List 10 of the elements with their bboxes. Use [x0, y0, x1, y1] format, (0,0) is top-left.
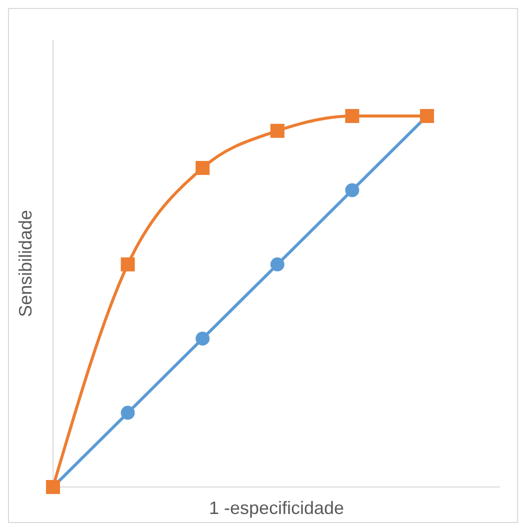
point: [120, 406, 135, 420]
x-axis-title: 1 -especificidade: [208, 498, 344, 518]
y-axis-title: Sensibilidade: [15, 210, 36, 318]
point: [345, 109, 360, 123]
point: [196, 332, 210, 346]
point: [270, 257, 284, 272]
point: [120, 257, 135, 272]
point: [196, 160, 210, 175]
point: [345, 183, 360, 198]
point: [270, 124, 284, 138]
